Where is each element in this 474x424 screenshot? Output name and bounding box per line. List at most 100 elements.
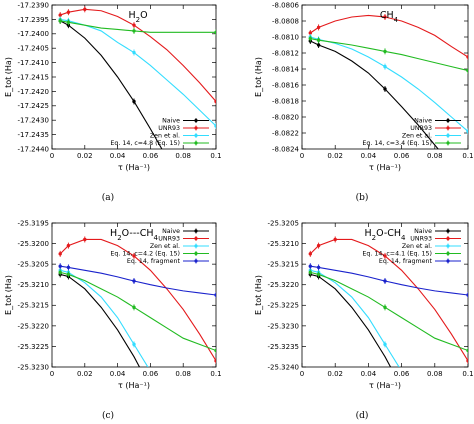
legend-marker (194, 259, 198, 263)
x-tick-label: 0.06 (394, 152, 410, 160)
legend-label: Eq. 14, c=4.1 (Eq. 15) (362, 251, 432, 258)
data-point (316, 265, 321, 270)
x-tick-label: 0 (300, 370, 304, 378)
x-tick-label: 0.02 (327, 370, 343, 378)
data-point (66, 10, 71, 14)
x-tick-label: 0.06 (143, 370, 159, 378)
data-point (308, 36, 312, 41)
data-point (132, 279, 136, 283)
panel-caption: (a) (102, 192, 114, 203)
x-tick-label: 0.02 (77, 370, 93, 378)
legend-label: UNR93 (410, 236, 432, 243)
x-tick-label: 0.02 (77, 152, 93, 160)
x-tick-label: 0.04 (361, 370, 377, 378)
x-tick-label: 0.06 (143, 152, 159, 160)
x-axis-label: τ (Ha⁻¹) (369, 381, 401, 390)
data-point (132, 23, 136, 27)
legend-label: Zen et al. (150, 243, 180, 250)
y-axis-label: E_tot (Ha) (4, 275, 13, 315)
x-tick-label: 0.04 (110, 370, 126, 378)
y-tick-label: -25.3225 (268, 302, 299, 310)
x-tick-label: 0.08 (175, 370, 191, 378)
x-tick-label: 0 (50, 152, 54, 160)
legend-label: Eq. 14, fragment (127, 258, 181, 265)
plot-frame (301, 4, 469, 150)
data-point (383, 64, 387, 69)
plot-area (308, 236, 468, 367)
data-point (466, 129, 468, 134)
series-line-zen (60, 18, 216, 127)
data-point (58, 13, 62, 17)
legend-label: Zen et al. (150, 133, 180, 140)
x-tick-label: 0.1 (210, 152, 221, 160)
panel-caption: (c) (102, 410, 114, 421)
y-tick-label: -8.0824 (272, 145, 300, 153)
data-point (58, 19, 62, 23)
panel-title: H2O-CH4 (364, 228, 406, 242)
legend-marker (194, 229, 198, 233)
data-point (214, 99, 216, 104)
chart-panel-d: -25.3205 -25.3210 -25.3215 -25.3220 -25.3225… (254, 219, 474, 421)
x-tick-label: 0.08 (427, 370, 443, 378)
panel-title: H2O---CH4 (110, 228, 158, 242)
y-tick-label: -8.0818 (272, 97, 299, 105)
legend-label: Eq. 14, c=4.2 (Eq. 15) (110, 251, 180, 258)
y-tick-label: -25.3210 (18, 281, 49, 289)
legend-label: Naive (162, 118, 180, 125)
y-tick-label: -25.3230 (18, 363, 49, 371)
data-point (214, 359, 216, 363)
y-axis-label: E_tot (Ha) (254, 275, 263, 315)
legend-label: Naive (162, 228, 180, 235)
y-tick-label: -25.3195 (18, 219, 49, 227)
data-point (132, 99, 136, 104)
y-tick-label: -8.0816 (272, 81, 300, 89)
data-point (383, 305, 387, 310)
x-tick-label: 0.02 (327, 152, 343, 160)
y-tick-label: -25.3225 (18, 343, 49, 351)
y-tick-label: -8.0820 (272, 113, 299, 121)
plot-area (58, 236, 216, 367)
legend-label: Naive (414, 118, 432, 125)
data-point (132, 342, 136, 347)
y-tick-label: -17.2430 (18, 117, 49, 125)
legend-marker (194, 244, 198, 248)
data-point (132, 50, 136, 55)
legend-marker (446, 259, 450, 263)
y-tick-label: -17.2405 (18, 45, 49, 53)
data-point (66, 265, 71, 270)
y-tick-label: -17.2440 (18, 145, 49, 153)
data-point (214, 293, 216, 297)
x-tick-label: 0.1 (210, 370, 221, 378)
legend-marker (446, 133, 450, 138)
data-point (58, 264, 62, 268)
data-point (466, 348, 468, 353)
x-axis-label: τ (Ha⁻¹) (118, 163, 150, 172)
chart-panel-a: -17.2390 -17.2395 -17.2400 -17.2405 -17.2410… (4, 1, 222, 203)
y-tick-label: -17.2420 (18, 88, 49, 96)
legend-label: Eq. 14, c=3.4 (Eq. 15) (362, 140, 432, 147)
x-tick-label: 0.04 (110, 152, 126, 160)
data-point (383, 15, 387, 19)
legend-marker (446, 251, 450, 256)
data-point (383, 342, 387, 347)
y-tick-label: -25.3210 (268, 240, 299, 248)
legend-label: Eq. 14, c=4.8 (Eq. 15) (110, 140, 180, 147)
legend-label: Naive (414, 228, 432, 235)
y-tick-label: -25.3205 (18, 261, 49, 269)
data-point (132, 29, 136, 33)
series-line-zen (310, 269, 400, 367)
data-point (333, 237, 337, 242)
data-point (316, 272, 321, 277)
data-point (466, 68, 468, 73)
x-axis-label: τ (Ha⁻¹) (369, 163, 401, 172)
legend-label: Eq. 14, fragment (379, 258, 433, 265)
y-axis-label: E_tot (Ha) (254, 57, 263, 97)
x-tick-label: 0.08 (427, 152, 443, 160)
y-tick-label: -17.2410 (18, 59, 49, 67)
y-tick-label: -17.2390 (18, 1, 49, 9)
x-tick-label: 0.1 (462, 370, 473, 378)
y-tick-label: -8.0814 (272, 65, 300, 73)
data-point (66, 243, 71, 248)
y-axis-label: E_tot (Ha) (4, 57, 13, 97)
